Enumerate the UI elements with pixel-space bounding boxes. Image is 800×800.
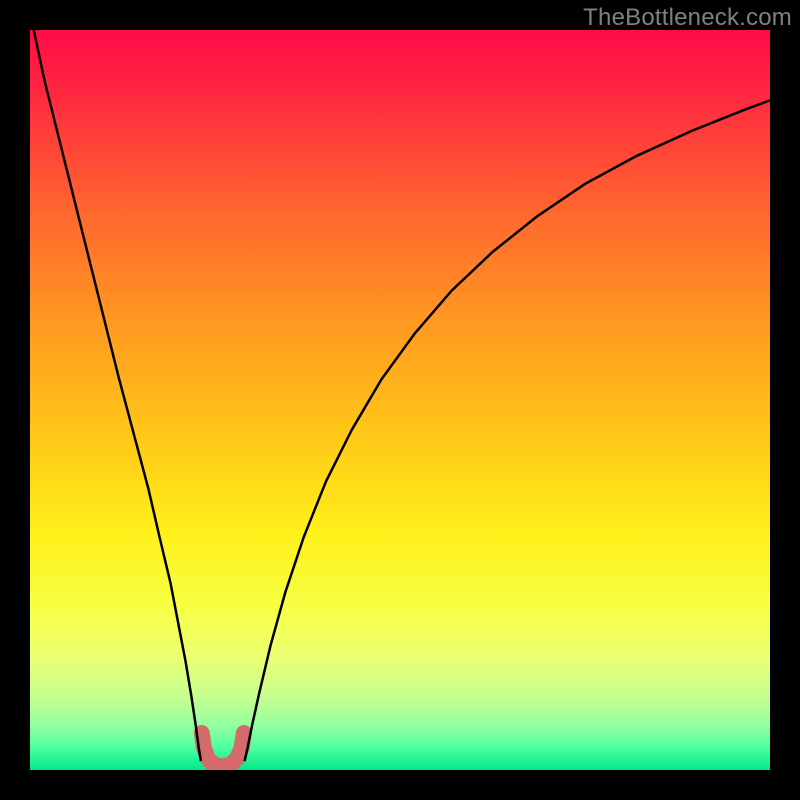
gradient-background	[30, 30, 770, 770]
plot-area	[30, 30, 770, 770]
watermark-text: TheBottleneck.com	[583, 4, 792, 32]
plot-svg	[30, 30, 770, 770]
